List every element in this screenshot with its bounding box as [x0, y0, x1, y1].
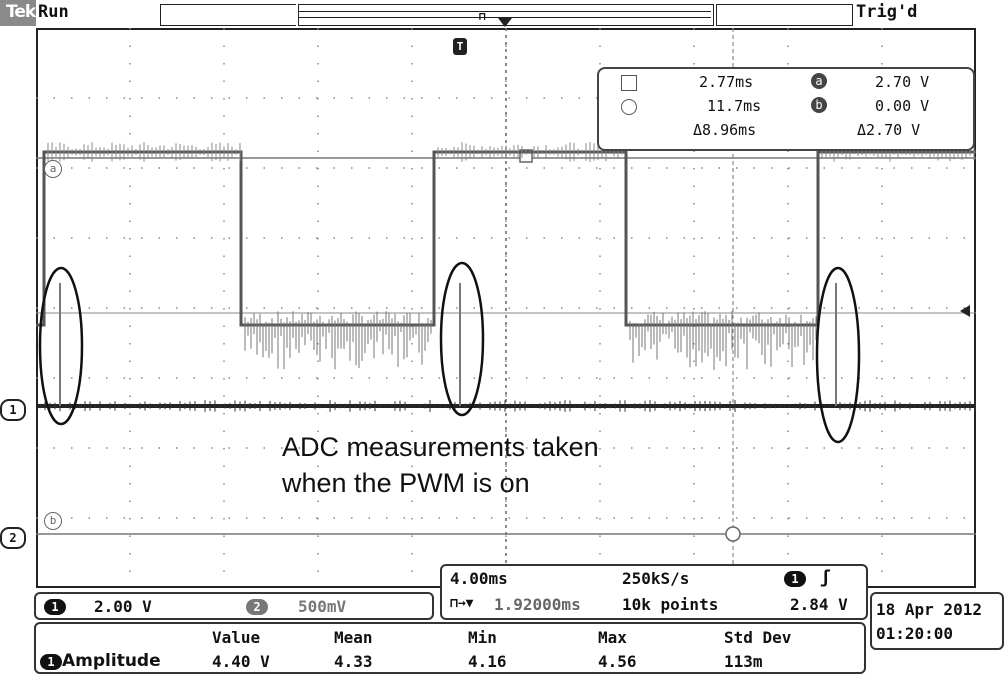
cursor-level-a: 2.70 V: [875, 73, 930, 91]
ch1-scale: 2.00 V: [94, 597, 152, 616]
measurement-min: 4.16: [468, 652, 507, 671]
graticule-grid: [36, 28, 976, 588]
date: 18 Apr 2012: [876, 600, 982, 619]
trigger-level: 2.84 V: [790, 595, 848, 614]
cursor-square-icon: [621, 75, 637, 91]
measurement-std-dev: 113m: [724, 652, 763, 671]
trigger-position-marker-icon: ⊓→▼: [450, 596, 474, 611]
cursor-time-circle: [725, 526, 741, 542]
level-a-icon: a: [811, 73, 827, 89]
timebase-panel[interactable]: 4.00ms 250kS/s 1 ʃ ⊓→▼ 1.92000ms 10k poi…: [440, 564, 868, 620]
measurement-header-max: Max: [598, 628, 627, 647]
measurement-source-badge: 1: [40, 654, 62, 670]
cursor-time-delta: Δ8.96ms: [693, 121, 757, 139]
measurement-max: 4.56: [598, 652, 637, 671]
brand-logo-bg: [0, 0, 36, 26]
time: 01:20:00: [876, 624, 954, 643]
brand-logo: Tek: [6, 2, 36, 22]
sample-rate: 250kS/s: [622, 569, 690, 588]
measurement-header-min: Min: [468, 628, 497, 647]
record-position-icon: ⊓: [479, 10, 486, 23]
status-bar: Tek Run ⊓ Trig'd: [0, 0, 1004, 28]
top-bar-segment-right: [716, 4, 853, 26]
ch2-badge: 2: [246, 599, 268, 615]
datetime-panel: 18 Apr 2012 01:20:00: [870, 592, 1004, 650]
cursor-b-marker[interactable]: b: [44, 512, 62, 530]
highlight-ellipse: [439, 261, 485, 417]
cursor-a-marker[interactable]: a: [44, 160, 62, 178]
ch1-badge: 1: [44, 599, 66, 615]
cursor-readout: 2.77ms 11.7ms Δ8.96ms a b 2.70 V 0.00 V …: [597, 67, 975, 151]
measurement-header-mean: Mean: [334, 628, 373, 647]
cursor-circle-icon: [621, 99, 637, 115]
run-state: Run: [38, 2, 69, 22]
trigger-level-icon[interactable]: [960, 305, 970, 317]
ch2-ground-marker[interactable]: 2: [0, 527, 26, 549]
measurement-header-value: Value: [212, 628, 261, 647]
annotation-line-1: ADC measurements taken: [282, 432, 599, 462]
horizontal-scale: 4.00ms: [450, 569, 508, 588]
pwm-trace: [36, 150, 976, 327]
cursor-time-a: 2.77ms: [699, 73, 754, 91]
trigger-state: Trig'd: [856, 2, 918, 22]
trigger-source-badge: 1: [784, 571, 806, 587]
measurement-name: Amplitude: [62, 651, 161, 671]
ch1-ground-marker[interactable]: 1: [0, 399, 26, 421]
highlight-ellipse: [815, 266, 861, 444]
measurement-header-std-dev: Std Dev: [724, 628, 792, 647]
ch2-scale: 500mV: [298, 597, 347, 616]
horizontal-position: 1.92000ms: [494, 595, 581, 614]
trigger-position-icon: [498, 18, 512, 27]
cursor-time-b: 11.7ms: [707, 97, 762, 115]
measurement-panel[interactable]: Value Mean Min Max Std Dev 1 Amplitude 4…: [34, 622, 866, 674]
measurement-mean: 4.33: [334, 652, 373, 671]
top-bar-segment-left: [160, 4, 296, 26]
highlight-ellipse: [38, 266, 84, 426]
record-length: 10k points: [622, 595, 719, 614]
trigger-marker-icon[interactable]: T: [453, 38, 467, 55]
level-b-icon: b: [811, 97, 827, 113]
rising-edge-icon: ʃ: [820, 567, 831, 588]
cursor-level-b: 0.00 V: [875, 97, 930, 115]
measurement-value: 4.40 V: [212, 652, 270, 671]
annotation-line-2: when the PWM is on: [282, 468, 530, 498]
cursor-level-delta: Δ2.70 V: [857, 121, 921, 139]
channel-scale-panel[interactable]: 1 2.00 V 2 500mV: [34, 592, 434, 620]
